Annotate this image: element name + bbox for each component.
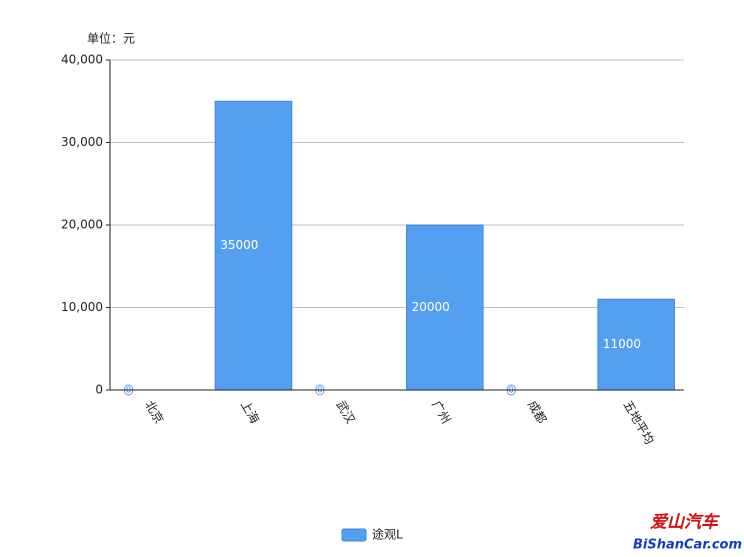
- x-tick-label: 北京: [142, 398, 166, 426]
- legend-label: 途观L: [372, 527, 403, 542]
- watermark-title: 爱山汽车: [650, 513, 721, 533]
- x-tick-label: 上海: [238, 398, 263, 426]
- x-tick-label: 成都: [525, 398, 549, 426]
- y-tick-label: 20,000: [61, 218, 103, 232]
- y-tick-label: 40,000: [61, 53, 103, 67]
- y-tick-label: 0: [95, 383, 103, 397]
- value-label: 11000: [603, 337, 641, 351]
- y-tick-label: 10,000: [61, 300, 103, 314]
- watermark-site: BiShanCar.com: [633, 538, 742, 553]
- x-tick-label: 武汉: [334, 398, 358, 426]
- bar: [597, 298, 675, 391]
- y-unit-label: 单位：元: [87, 31, 135, 46]
- bar: [214, 100, 293, 391]
- legend-swatch: [341, 528, 367, 542]
- x-tick-label: 广州: [429, 398, 453, 426]
- value-label: 35000: [220, 238, 258, 252]
- value-label: 20000: [412, 300, 450, 314]
- y-tick-label: 30,000: [61, 135, 103, 149]
- x-tick-label: 五地平均: [621, 398, 657, 447]
